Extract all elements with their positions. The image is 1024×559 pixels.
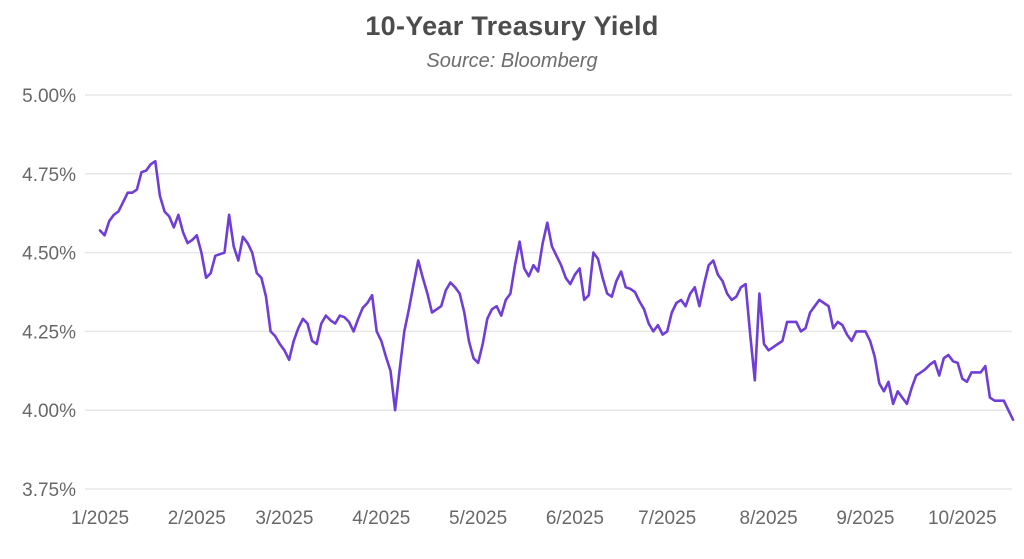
svg-text:1/2025: 1/2025 bbox=[71, 508, 129, 529]
svg-text:6/2025: 6/2025 bbox=[546, 508, 604, 529]
svg-text:3/2025: 3/2025 bbox=[255, 508, 313, 529]
svg-text:3.75%: 3.75% bbox=[22, 480, 76, 501]
svg-text:7/2025: 7/2025 bbox=[638, 508, 696, 529]
svg-text:5/2025: 5/2025 bbox=[449, 508, 507, 529]
y-axis-labels: 5.00% 4.75% 4.50% 4.25% 4.00% 3.75% bbox=[22, 86, 76, 501]
svg-text:4.25%: 4.25% bbox=[22, 322, 76, 343]
svg-text:5.00%: 5.00% bbox=[22, 86, 76, 107]
svg-text:4.00%: 4.00% bbox=[22, 401, 76, 422]
x-axis-labels: 1/2025 2/2025 3/2025 4/2025 5/2025 6/2025 7/20… bbox=[71, 508, 997, 529]
svg-text:4.50%: 4.50% bbox=[22, 244, 76, 265]
gridlines bbox=[85, 94, 1012, 490]
svg-text:2/2025: 2/2025 bbox=[168, 508, 226, 529]
chart-title: 10-Year Treasury Yield bbox=[365, 11, 659, 41]
chart-subtitle: Source: Bloomberg bbox=[426, 50, 598, 72]
svg-text:8/2025: 8/2025 bbox=[740, 508, 798, 529]
svg-text:4.75%: 4.75% bbox=[22, 165, 76, 186]
svg-text:9/2025: 9/2025 bbox=[836, 508, 894, 529]
svg-text:10/2025: 10/2025 bbox=[928, 508, 997, 529]
yield-line-series bbox=[98, 159, 1015, 422]
svg-text:4/2025: 4/2025 bbox=[352, 508, 410, 529]
